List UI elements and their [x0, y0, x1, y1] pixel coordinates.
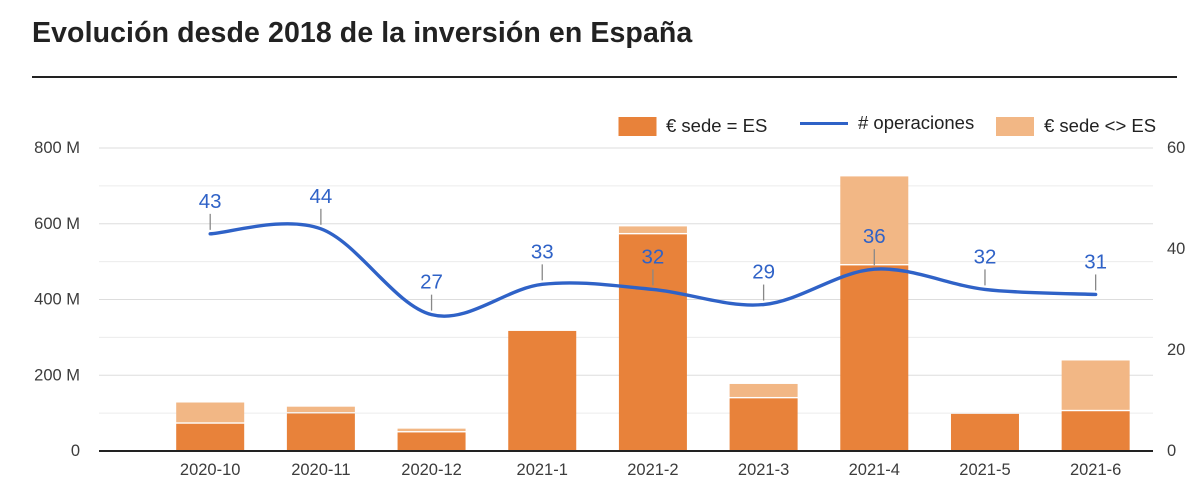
svg-text:31: 31: [1084, 250, 1107, 273]
svg-text:43: 43: [199, 190, 222, 213]
svg-text:2021-6: 2021-6: [1070, 461, 1121, 479]
svg-text:€ sede <> ES: € sede <> ES: [1044, 115, 1156, 136]
svg-text:32: 32: [642, 245, 665, 268]
svg-text:2021-2: 2021-2: [627, 461, 678, 479]
svg-text:32: 32: [974, 245, 997, 268]
svg-text:400 M: 400 M: [34, 291, 80, 309]
svg-text:€ sede = ES: € sede = ES: [666, 115, 767, 136]
svg-text:20: 20: [1167, 341, 1185, 359]
svg-text:0: 0: [71, 442, 80, 460]
svg-text:2020-12: 2020-12: [401, 461, 462, 479]
svg-text:40: 40: [1167, 240, 1185, 258]
svg-text:0: 0: [1167, 442, 1176, 460]
svg-text:33: 33: [531, 240, 554, 263]
svg-text:2021-4: 2021-4: [849, 461, 900, 479]
svg-text:2021-5: 2021-5: [959, 461, 1010, 479]
svg-text:29: 29: [752, 261, 775, 284]
svg-text:2020-10: 2020-10: [180, 461, 241, 479]
svg-text:44: 44: [309, 185, 332, 208]
svg-text:60: 60: [1167, 139, 1185, 157]
svg-text:36: 36: [863, 225, 886, 248]
svg-text:600 M: 600 M: [34, 215, 80, 233]
svg-text:2020-11: 2020-11: [291, 461, 350, 479]
svg-text:27: 27: [420, 271, 443, 294]
svg-text:2021-1: 2021-1: [517, 461, 568, 479]
svg-text:# operaciones: # operaciones: [858, 112, 974, 133]
svg-text:200 M: 200 M: [34, 366, 80, 384]
svg-text:2021-3: 2021-3: [738, 461, 789, 479]
svg-text:800 M: 800 M: [34, 139, 80, 157]
